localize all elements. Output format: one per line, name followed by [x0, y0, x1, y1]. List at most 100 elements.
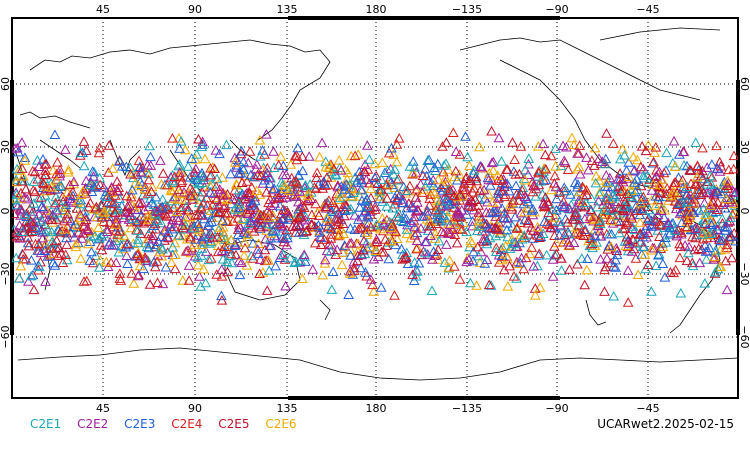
observation-marker: [386, 142, 397, 153]
observation-marker: [593, 216, 605, 227]
observation-marker: [192, 252, 204, 262]
observation-marker: [292, 178, 304, 189]
observation-marker: [291, 154, 303, 165]
observation-marker: [420, 247, 431, 258]
observation-marker: [400, 185, 411, 195]
observation-marker: [101, 224, 113, 234]
observation-marker: [188, 239, 200, 249]
observation-marker: [155, 217, 167, 228]
observation-marker: [651, 171, 662, 182]
observation-marker: [612, 174, 624, 184]
observation-marker: [690, 222, 701, 233]
observation-marker: [284, 252, 296, 263]
observation-marker: [622, 265, 634, 275]
observation-marker: [195, 281, 207, 291]
observation-marker: [545, 150, 557, 161]
observation-marker: [140, 215, 152, 226]
observation-marker: [298, 249, 310, 259]
observation-marker: [716, 213, 728, 224]
observation-marker: [240, 189, 251, 199]
observation-marker: [261, 285, 273, 295]
observation-marker: [386, 179, 398, 190]
observation-marker: [611, 183, 623, 194]
observation-marker: [139, 181, 151, 192]
observation-marker: [172, 215, 184, 225]
observation-marker: [294, 221, 306, 232]
observation-marker: [509, 154, 520, 164]
observation-marker: [157, 168, 169, 178]
observation-marker: [541, 218, 553, 228]
observation-marker: [47, 209, 59, 220]
observation-marker: [309, 182, 320, 192]
observation-marker: [12, 231, 23, 242]
observation-marker: [173, 170, 185, 180]
observation-marker: [700, 212, 712, 223]
observation-marker: [539, 216, 550, 226]
observation-marker: [325, 246, 337, 256]
observation-marker: [594, 213, 606, 224]
observation-marker: [475, 161, 487, 171]
observation-marker: [701, 254, 712, 264]
observation-marker: [311, 172, 322, 183]
observation-marker: [621, 165, 632, 175]
observation-marker: [205, 236, 217, 247]
right-tick: −30: [738, 262, 750, 285]
observation-marker: [486, 125, 497, 136]
observation-marker: [361, 229, 373, 240]
observation-marker: [480, 206, 492, 217]
observation-marker: [377, 213, 388, 223]
observation-marker: [270, 225, 281, 236]
observation-marker: [599, 203, 610, 214]
observation-marker: [274, 200, 286, 211]
observation-marker: [27, 269, 39, 280]
observation-marker: [205, 169, 217, 180]
observation-marker: [391, 156, 403, 167]
observation-marker: [110, 216, 122, 227]
observation-marker: [438, 227, 450, 238]
observation-marker: [630, 200, 642, 211]
observation-marker: [29, 186, 41, 197]
observation-marker: [473, 250, 484, 261]
observation-marker: [195, 201, 207, 212]
observation-marker: [652, 194, 664, 205]
observation-marker: [388, 149, 399, 159]
observation-marker: [200, 246, 212, 256]
observation-marker: [646, 221, 657, 231]
observation-marker: [675, 287, 687, 298]
observation-marker: [149, 261, 161, 272]
observation-marker: [516, 252, 527, 263]
observation-marker: [17, 249, 29, 259]
observation-marker: [259, 244, 271, 255]
observation-marker: [245, 217, 257, 227]
observation-marker: [216, 264, 227, 274]
observation-marker: [574, 229, 586, 239]
observation-marker: [296, 273, 308, 283]
observation-marker: [320, 202, 332, 213]
observation-marker: [152, 215, 164, 226]
top-tick: 135: [277, 3, 298, 16]
observation-marker: [84, 179, 96, 190]
observation-marker: [67, 197, 79, 207]
observation-marker: [216, 290, 227, 301]
observation-marker: [19, 155, 31, 165]
observation-marker: [138, 204, 150, 215]
observation-marker: [300, 226, 312, 236]
observation-marker: [265, 232, 276, 243]
observation-marker: [345, 222, 356, 233]
observation-marker: [463, 196, 475, 207]
observation-marker: [98, 228, 110, 239]
observation-marker: [390, 226, 402, 237]
observation-marker: [193, 133, 204, 144]
observation-marker: [572, 181, 583, 192]
observation-marker: [294, 226, 305, 237]
observation-marker: [412, 197, 423, 207]
observation-marker: [415, 178, 427, 189]
observation-marker: [232, 224, 244, 234]
observation-marker: [503, 185, 515, 196]
observation-marker: [354, 170, 366, 181]
observation-marker: [606, 215, 618, 226]
observation-marker: [526, 205, 538, 215]
observation-marker: [317, 183, 329, 193]
observation-marker: [627, 233, 638, 244]
observation-marker: [676, 178, 688, 188]
